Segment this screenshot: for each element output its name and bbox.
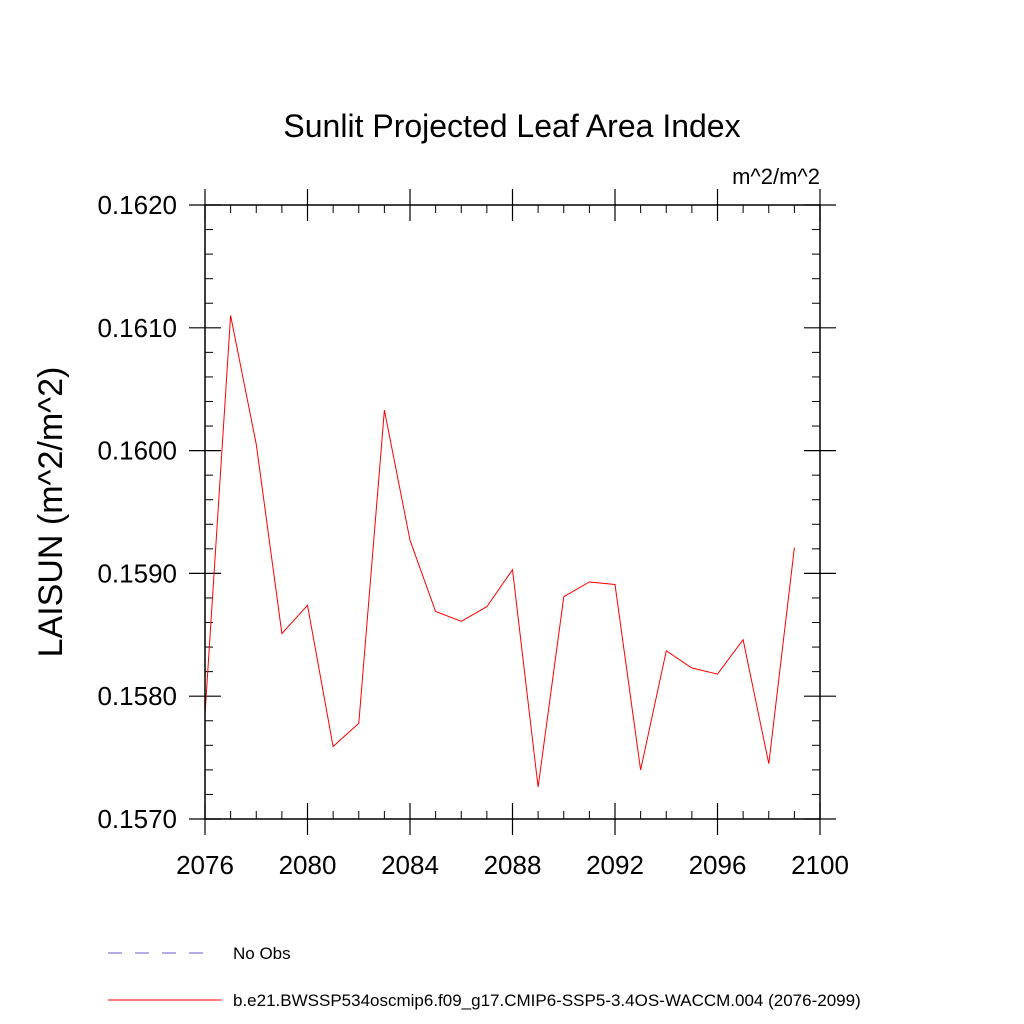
y-tick-label: 0.1610 <box>97 313 177 343</box>
chart-title: Sunlit Projected Leaf Area Index <box>283 108 740 144</box>
x-tick-label: 2100 <box>791 850 849 880</box>
y-tick-label: 0.1570 <box>97 804 177 834</box>
series-line-0 <box>204 315 795 788</box>
x-tick-label: 2076 <box>176 850 234 880</box>
ticks-group <box>189 189 836 835</box>
legend-label-no-obs: No Obs <box>233 944 291 963</box>
y-axis-label: LAISUN (m^2/m^2) <box>32 367 70 658</box>
legend-label-model: b.e21.BWSSP534oscmip6.f09_g17.CMIP6-SSP5… <box>233 991 861 1010</box>
series-group <box>204 315 795 788</box>
x-tick-label: 2096 <box>689 850 747 880</box>
legend: No Obs b.e21.BWSSP534oscmip6.f09_g17.CMI… <box>108 944 861 1010</box>
tick-labels-group: 2076 2080 2084 2088 2092 2096 2100 0.1570 0.1580… <box>97 190 848 880</box>
y-tick-label: 0.1590 <box>97 558 177 588</box>
y-tick-label: 0.1580 <box>97 681 177 711</box>
plot-frame <box>204 204 821 820</box>
x-tick-label: 2088 <box>484 850 542 880</box>
units-label: m^2/m^2 <box>732 164 820 189</box>
x-tick-label: 2092 <box>586 850 644 880</box>
x-tick-label: 2080 <box>279 850 337 880</box>
y-tick-label: 0.1600 <box>97 436 177 466</box>
y-tick-label: 0.1620 <box>97 190 177 220</box>
x-tick-label: 2084 <box>381 850 439 880</box>
